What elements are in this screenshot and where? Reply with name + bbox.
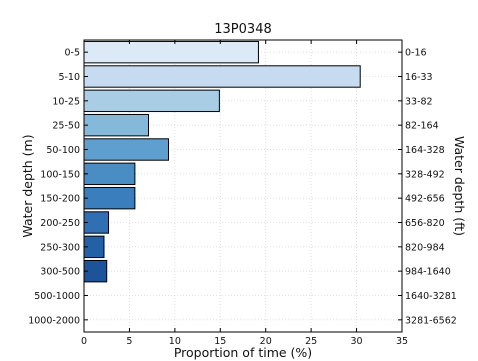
bar-150-200	[83, 186, 136, 210]
x-tick-label: 20	[260, 336, 272, 347]
y-tick-label-right: 328-492	[405, 169, 445, 180]
y-tick-label-left: 25-50	[52, 121, 80, 132]
x-tick-label: 15	[214, 336, 226, 347]
x-tick-label: 10	[169, 336, 181, 347]
y-tick-label-left: 500-1000	[34, 291, 80, 302]
y-tick-label-right: 164-328	[405, 145, 445, 156]
bar-25-50	[83, 113, 150, 137]
bar-10-25	[83, 89, 220, 113]
plot-frame	[83, 39, 403, 333]
y-tick-label-right: 820-984	[405, 242, 445, 253]
x-tick-label: 5	[126, 336, 132, 347]
y-tick-label-left: 5-10	[58, 72, 80, 83]
y-tick-label-left: 300-500	[40, 267, 80, 278]
bar-0-5	[83, 40, 259, 64]
y-tick-label-left: 100-150	[40, 169, 80, 180]
y-tick-label-right: 3281-6562	[405, 315, 457, 326]
y-tick-label-left: 250-300	[40, 242, 80, 253]
bar-50-100	[83, 138, 169, 161]
y-tick-label-right: 984-1640	[405, 267, 451, 278]
plot-area	[84, 40, 402, 332]
y-tick-label-left: 150-200	[40, 194, 80, 205]
x-tick-label: 35	[396, 336, 408, 347]
x-tick-label: 30	[351, 336, 363, 347]
y-tick-label-right: 16-33	[405, 72, 433, 83]
y-tick-label-left: 1000-2000	[28, 315, 80, 326]
y-tick-label-left: 200-250	[40, 218, 80, 229]
y-tick-label-left: 0-5	[64, 48, 80, 59]
y-axis-title-right: Water depth (ft)	[452, 136, 467, 236]
y-tick-label-right: 656-820	[405, 218, 445, 229]
y-axis-title-left: Water depth (m)	[20, 134, 35, 237]
y-tick-label-left: 50-100	[46, 145, 80, 156]
y-tick-label-right: 33-82	[405, 96, 433, 107]
y-tick-label-right: 82-164	[405, 121, 439, 132]
y-tick-label-right: 1640-3281	[405, 291, 457, 302]
bar-100-150	[83, 162, 136, 186]
x-tick-label: 25	[305, 336, 317, 347]
y-tick-label-right: 0-16	[405, 48, 427, 59]
x-tick-label: 0	[81, 336, 87, 347]
bar-5-10	[83, 65, 361, 88]
x-axis-title: Proportion of time (%)	[174, 345, 312, 360]
y-tick-label-right: 492-656	[405, 194, 445, 205]
chart-title: 13P0348	[214, 22, 271, 37]
y-tick-label-left: 10-25	[52, 96, 80, 107]
